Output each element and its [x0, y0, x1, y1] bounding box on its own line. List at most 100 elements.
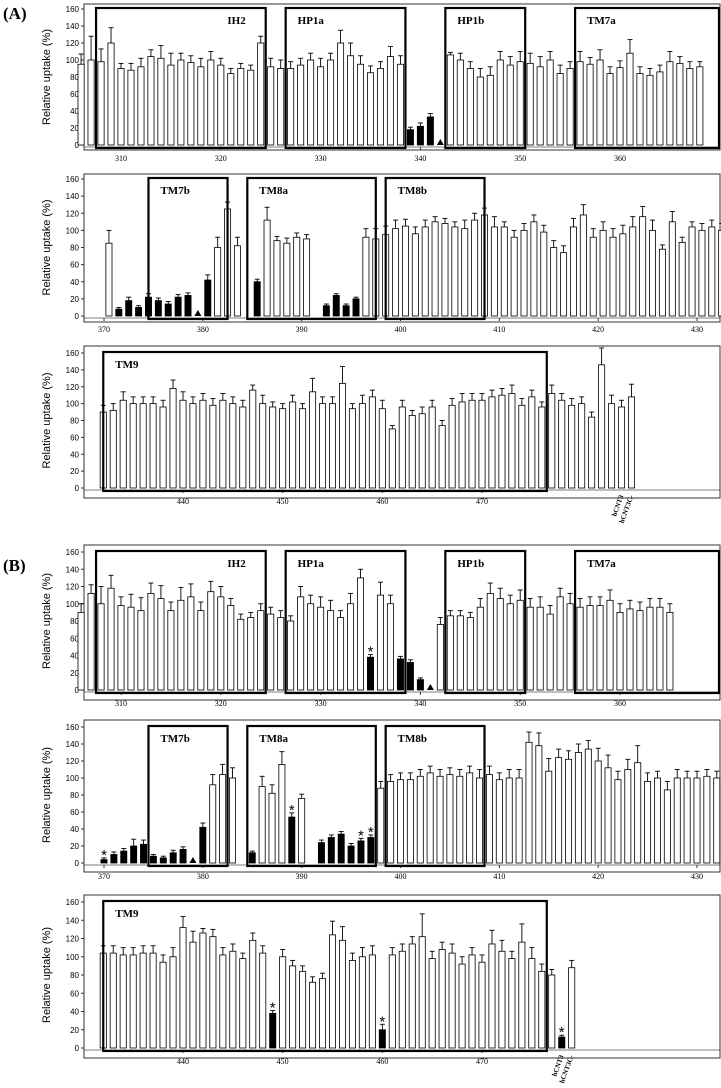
significance-star: *: [559, 1024, 565, 1041]
y-axis-label: Relative uptake (%): [41, 200, 53, 296]
inactive-triangle-marker: [189, 857, 197, 863]
x-tick-label: 470: [476, 497, 488, 506]
bar: [688, 226, 696, 317]
x-tick-label: 370: [98, 325, 110, 334]
x-tick-label: 350: [514, 699, 526, 708]
bar: [169, 956, 177, 1049]
region-label: HP1b: [457, 15, 484, 27]
significance-star: *: [289, 802, 295, 819]
bar: [239, 958, 247, 1049]
bar: [207, 59, 215, 146]
bar: [646, 74, 654, 146]
bar: [556, 73, 564, 146]
bar: [619, 233, 627, 317]
bar: [538, 970, 546, 1049]
bar: [698, 229, 706, 317]
bar: [505, 777, 513, 864]
bar: [297, 596, 305, 691]
bar-reduced-uptake: [248, 852, 256, 864]
bar: [456, 775, 464, 864]
bar-reduced-uptake: [100, 859, 108, 864]
y-tick-label: 40: [70, 278, 79, 287]
bar: [626, 608, 634, 691]
y-tick-label: 120: [66, 583, 80, 592]
bar: [357, 63, 365, 146]
region-label: HP1a: [298, 15, 325, 27]
bar: [656, 606, 664, 691]
bar: [87, 59, 95, 146]
significance-star: *: [101, 847, 107, 864]
y-tick-label: 80: [70, 971, 79, 980]
y-tick-label: 40: [70, 825, 79, 834]
bar: [515, 777, 523, 864]
x-tick-label: 400: [395, 872, 407, 881]
x-tick-label: 420: [592, 325, 604, 334]
bar-reduced-uptake: [115, 308, 123, 317]
bar: [327, 610, 335, 691]
bar: [478, 399, 486, 489]
bar: [267, 66, 275, 146]
x-tick-label: 320: [215, 154, 227, 163]
x-tick-label: 400: [395, 325, 407, 334]
bar: [446, 54, 454, 146]
bar: [107, 587, 115, 691]
y-tick-label: 20: [70, 1026, 79, 1035]
bar: [636, 73, 644, 146]
bar: [626, 52, 634, 146]
bar: [309, 981, 317, 1049]
bar: [476, 76, 484, 146]
bar: [347, 603, 355, 691]
region-label: TM7b: [160, 185, 189, 197]
region-box: [147, 724, 229, 868]
bar: [258, 786, 266, 864]
bar: [488, 396, 496, 489]
bar: [569, 226, 577, 317]
bar: [299, 408, 307, 489]
chart-3: Relative uptake (%) 0 20 40 60 80 100 120 140 160…: [41, 345, 721, 524]
y-tick-label: 160: [66, 548, 80, 557]
y-tick-label: 140: [66, 192, 80, 201]
bar: [438, 949, 446, 1049]
bar: [377, 787, 385, 864]
bar: [574, 752, 582, 864]
bar: [438, 425, 446, 489]
x-tick-label: 450: [277, 497, 289, 506]
bar: [458, 963, 466, 1049]
x-tick-label: 410: [493, 325, 505, 334]
y-tick-label: 0: [75, 686, 80, 695]
bar: [309, 391, 317, 489]
bar-reduced-uptake: [253, 281, 261, 317]
x-tick-label: 380: [197, 325, 209, 334]
bar: [398, 950, 406, 1049]
significance-star: *: [379, 1013, 385, 1030]
bar: [535, 745, 543, 864]
bar: [257, 610, 265, 691]
bar: [536, 66, 544, 146]
bar: [686, 68, 694, 146]
x-tick-label: 410: [493, 872, 505, 881]
bar: [468, 399, 476, 489]
region-box: [573, 6, 721, 150]
bar: [644, 781, 652, 864]
y-tick-label: 100: [66, 56, 80, 65]
bar: [237, 68, 245, 146]
bar: [397, 779, 404, 864]
x-tick-label: 340: [414, 154, 426, 163]
y-tick-label: 0: [75, 859, 80, 868]
bar: [149, 952, 157, 1049]
y-tick-label: 160: [66, 898, 80, 907]
y-tick-label: 100: [66, 400, 80, 409]
bar: [337, 617, 345, 691]
region-label: TM7a: [587, 558, 616, 570]
bar: [209, 784, 217, 864]
bar-reduced-uptake: [169, 852, 177, 864]
bar: [167, 64, 175, 146]
bar: [119, 399, 127, 489]
bar: [229, 777, 236, 864]
bar: [257, 42, 265, 146]
y-tick-label: 80: [70, 244, 79, 253]
bar: [386, 603, 394, 691]
bar: [348, 408, 356, 489]
bar: [555, 757, 563, 864]
bar: [696, 66, 704, 146]
